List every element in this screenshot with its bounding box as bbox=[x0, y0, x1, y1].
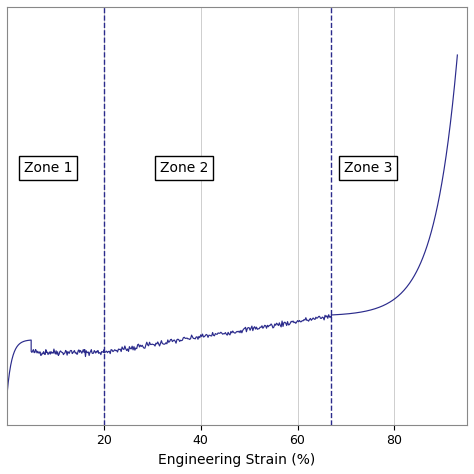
Text: Zone 2: Zone 2 bbox=[160, 161, 208, 175]
Text: Zone 3: Zone 3 bbox=[344, 161, 392, 175]
X-axis label: Engineering Strain (%): Engineering Strain (%) bbox=[158, 453, 316, 467]
Text: Zone 1: Zone 1 bbox=[24, 161, 73, 175]
